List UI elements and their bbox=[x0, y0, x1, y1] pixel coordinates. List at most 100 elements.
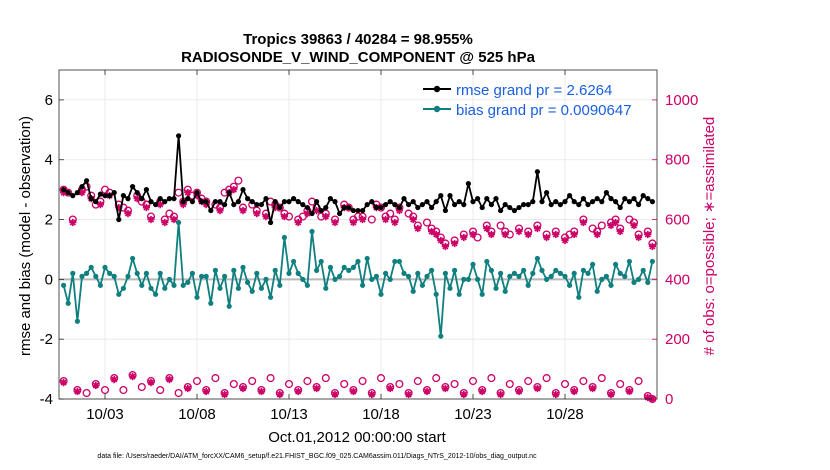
rmse-point-127 bbox=[645, 196, 651, 202]
bias-point-126 bbox=[640, 267, 646, 273]
bias-point-63 bbox=[350, 264, 356, 270]
rmse-point-118 bbox=[603, 190, 610, 196]
obs-assimilated-high-point-7 bbox=[124, 210, 132, 218]
rmse-point-27 bbox=[185, 196, 191, 202]
bias-point-45 bbox=[268, 294, 274, 300]
bias-point-49 bbox=[286, 270, 292, 276]
rmse-point-97 bbox=[507, 204, 513, 211]
chart-title-line2: RADIOSONDE_V_WIND_COMPONENT @ 525 hPa bbox=[181, 49, 536, 66]
bias-point-79 bbox=[424, 273, 430, 279]
bias-point-86 bbox=[456, 291, 462, 297]
obs-assimilated-low-point-3 bbox=[110, 376, 118, 384]
rmse-point-40 bbox=[245, 196, 251, 202]
bias-point-51 bbox=[295, 270, 301, 276]
obs-assimilated-low-point-20 bbox=[423, 387, 431, 396]
bias-point-38 bbox=[235, 285, 241, 291]
rmse-point-43 bbox=[258, 201, 264, 208]
bias-point-53 bbox=[304, 282, 310, 288]
rmse-point-113 bbox=[580, 196, 587, 202]
bias-point-91 bbox=[479, 291, 485, 297]
obs-possible-low-point-12 bbox=[174, 388, 183, 398]
bias-point-109 bbox=[562, 273, 568, 279]
obs-assimilated-high-point-26 bbox=[280, 213, 288, 221]
rmse-point-114 bbox=[585, 201, 591, 208]
rmse-point-42 bbox=[254, 201, 260, 208]
bias-point-33 bbox=[212, 267, 218, 273]
bias-point-94 bbox=[493, 285, 499, 291]
bias-point-13 bbox=[120, 285, 126, 291]
rmse-point-111 bbox=[571, 199, 577, 205]
rmse-point-75 bbox=[406, 201, 412, 208]
obs-possible-low-point-20 bbox=[248, 377, 257, 386]
legend: rmse grand pr = 2.6264 bias grand pr = 0… bbox=[423, 82, 632, 119]
rmse-point-51 bbox=[295, 199, 301, 205]
rmse-point-62 bbox=[346, 204, 352, 211]
rmse-point-81 bbox=[433, 199, 439, 205]
obs-possible-low-point-18 bbox=[229, 379, 238, 389]
rmse-point-88 bbox=[465, 181, 471, 187]
obs-possible-low-point-40 bbox=[432, 374, 441, 383]
bias-point-92 bbox=[484, 258, 490, 265]
obs-possible-low-point-42 bbox=[450, 379, 459, 389]
obs-assimilated-low-point-16 bbox=[349, 387, 357, 396]
rmse-point-96 bbox=[502, 201, 508, 208]
bias-point-32 bbox=[208, 300, 214, 306]
obs-assimilated-high-point-50 bbox=[501, 230, 509, 239]
rmse-point-3 bbox=[74, 190, 80, 196]
obs-assimilated-low-point-22 bbox=[460, 390, 468, 399]
obs-assimilated-high-point-2 bbox=[78, 189, 86, 197]
obs-assimilated-low-point-14 bbox=[313, 384, 321, 393]
bias-point-118 bbox=[603, 273, 610, 279]
bias-point-122 bbox=[622, 273, 628, 279]
rmse-point-121 bbox=[617, 204, 623, 211]
obs-possible-low-point-28 bbox=[321, 374, 330, 383]
bias-point-11 bbox=[111, 273, 117, 279]
bias-point-31 bbox=[203, 273, 209, 279]
bias-point-121 bbox=[617, 270, 623, 276]
rmse-point-102 bbox=[530, 199, 536, 205]
bias-point-105 bbox=[544, 276, 550, 282]
obs-possible-low-point-60 bbox=[616, 379, 625, 389]
rmse-point-36 bbox=[226, 190, 232, 196]
rmse-point-54 bbox=[309, 210, 315, 217]
rmse-point-38 bbox=[235, 199, 241, 205]
left-y-tick-label-0: -4 bbox=[40, 391, 53, 408]
bias-point-77 bbox=[415, 270, 421, 276]
bias-point-58 bbox=[327, 264, 333, 270]
obs-assimilated-low-point-18 bbox=[386, 384, 394, 393]
rmse-point-57 bbox=[323, 204, 329, 211]
bias-point-7 bbox=[93, 273, 99, 279]
rmse-point-53 bbox=[304, 204, 310, 211]
rmse-point-32 bbox=[208, 207, 214, 214]
bias-point-23 bbox=[166, 276, 172, 282]
bias-point-120 bbox=[613, 261, 619, 268]
rmse-point-13 bbox=[120, 193, 126, 199]
rmse-point-91 bbox=[479, 204, 485, 211]
rmse-point-67 bbox=[369, 199, 375, 205]
bias-point-22 bbox=[162, 285, 168, 291]
bias-point-25 bbox=[176, 219, 182, 226]
obs-possible-low-point-54 bbox=[560, 379, 570, 389]
obs-possible-high-point-60 bbox=[386, 209, 395, 218]
obs-possible-low-point-4 bbox=[100, 385, 110, 395]
rmse-point-110 bbox=[567, 193, 573, 199]
rmse-point-15 bbox=[130, 184, 136, 190]
bias-point-96 bbox=[502, 288, 508, 294]
bias-point-75 bbox=[406, 273, 412, 279]
bias-point-95 bbox=[498, 270, 504, 276]
obs-assimilated-high-point-14 bbox=[179, 201, 187, 209]
bias-point-57 bbox=[323, 285, 329, 291]
rmse-point-12 bbox=[116, 216, 122, 223]
obs-assimilated-low-point-29 bbox=[589, 384, 597, 393]
bias-point-19 bbox=[148, 285, 154, 291]
obs-assimilated-high-point-10 bbox=[147, 215, 155, 224]
rmse-point-99 bbox=[516, 204, 522, 211]
bias-point-10 bbox=[107, 270, 113, 276]
obs-assimilated-low-point-26 bbox=[533, 384, 541, 393]
obs-assimilated-high-point-64 bbox=[635, 233, 643, 242]
rmse-point-55 bbox=[314, 199, 320, 205]
right-y-tick-label-4: 800 bbox=[665, 152, 690, 169]
rmse-point-17 bbox=[139, 196, 145, 202]
obs-assimilated-high-point-37 bbox=[391, 218, 399, 227]
